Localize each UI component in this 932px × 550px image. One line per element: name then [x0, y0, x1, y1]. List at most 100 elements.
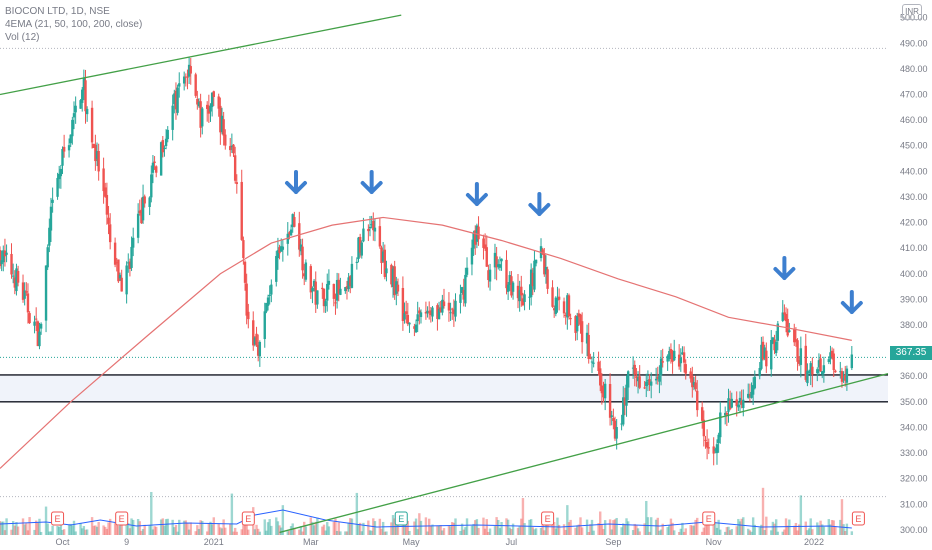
volume-bar: [322, 524, 326, 535]
candle-body: [636, 377, 640, 382]
volume-bar: [406, 520, 410, 535]
candle-body: [209, 105, 212, 112]
candles: [0, 56, 854, 466]
candle-body: [378, 226, 382, 247]
candle-body: [682, 352, 686, 363]
volume-bar: [635, 525, 638, 535]
volume-bar: [337, 522, 340, 535]
symbol-title[interactable]: BIOCON LTD, 1D, NSE: [5, 6, 110, 17]
volume-bar: [557, 524, 561, 535]
volume-bar: [166, 518, 169, 535]
earnings-marker[interactable]: E: [541, 511, 555, 526]
candle-body: [684, 364, 687, 374]
earnings-marker[interactable]: E: [115, 511, 129, 526]
candle-body: [633, 364, 636, 375]
earnings-marker[interactable]: E: [51, 511, 65, 526]
candle-body: [275, 256, 278, 282]
candle-body: [233, 155, 237, 181]
volume-bar: [401, 524, 405, 535]
volume-bar: [304, 526, 308, 535]
x-tick-label: Sep: [605, 537, 621, 547]
candle-body: [79, 100, 82, 109]
candle-body: [659, 358, 663, 376]
volume-bar: [636, 528, 640, 535]
candle-body: [245, 283, 248, 316]
down-arrow-icon: [528, 192, 551, 216]
earnings-marker[interactable]: E: [851, 511, 865, 526]
volume-bar: [487, 531, 490, 535]
volume-bar: [414, 518, 418, 535]
volume-bar: [311, 521, 314, 535]
last-price-label: 367.35: [890, 346, 932, 360]
volume-bar: [240, 529, 243, 535]
candle-body: [418, 310, 421, 314]
volume-bar: [483, 528, 487, 535]
volume-bar: [396, 521, 400, 535]
volume-bar: [243, 520, 247, 535]
volume-indicator-label[interactable]: Vol (12): [5, 32, 40, 43]
candle-body: [240, 181, 243, 240]
candle-body: [72, 113, 76, 118]
currency-badge[interactable]: INR: [902, 4, 922, 20]
earnings-marker[interactable]: E: [241, 511, 255, 526]
volume-bar: [817, 525, 821, 535]
volume-bar: [437, 525, 441, 535]
volume-bar: [850, 531, 854, 535]
candle-body: [613, 420, 617, 439]
candle-body: [771, 337, 775, 344]
candle-body: [725, 412, 729, 415]
candle-body: [74, 105, 77, 113]
volume-bar: [464, 527, 467, 535]
candle-body: [587, 334, 590, 359]
volume-bar: [380, 528, 383, 535]
volume-bar: [694, 519, 697, 535]
candle-body: [566, 295, 569, 318]
volume-bar: [332, 521, 336, 535]
earnings-marker[interactable]: E: [394, 511, 408, 526]
candle-body: [541, 249, 544, 255]
candle-body: [235, 182, 238, 185]
candle-body: [197, 102, 201, 107]
candle-body: [368, 226, 372, 229]
arrow-head: [465, 193, 488, 206]
volume-bar: [760, 524, 763, 535]
candle-body: [622, 397, 625, 425]
candle-body: [304, 262, 308, 280]
candle-body: [472, 233, 475, 249]
candle-body: [615, 427, 618, 439]
candle-body: [130, 246, 133, 268]
candle-body: [401, 287, 405, 321]
volume-bar: [585, 519, 589, 535]
candle-body: [230, 145, 234, 148]
volume-bar: [51, 525, 54, 535]
candle-body: [760, 344, 763, 369]
candle-body: [552, 308, 556, 311]
volume-bar: [233, 527, 237, 535]
candle-body: [396, 284, 400, 292]
candle-body: [819, 358, 822, 372]
candle-body: [255, 333, 258, 346]
volume-bar: [788, 519, 791, 535]
candle-body: [312, 280, 316, 287]
volume-bar: [475, 519, 479, 535]
volume-bar: [95, 526, 99, 535]
candle-body: [543, 253, 546, 275]
volume-bar: [691, 525, 694, 535]
candle-body: [28, 313, 31, 324]
y-tick-label: 380.00: [900, 320, 928, 330]
down-arrow-icon: [773, 256, 796, 280]
ema-indicator-label[interactable]: 4EMA (21, 50, 100, 200, close): [5, 19, 143, 30]
earnings-marker[interactable]: E: [702, 511, 716, 526]
candle-body: [357, 237, 360, 259]
candle-body: [666, 355, 669, 362]
y-tick-label: 400.00: [900, 269, 928, 279]
candle-body: [220, 115, 224, 132]
candle-body: [174, 90, 178, 110]
candle-body: [669, 348, 673, 354]
x-tick-label: Oct: [55, 537, 70, 547]
y-tick-label: 420.00: [900, 218, 928, 228]
candle-body: [533, 260, 536, 290]
volume-bar: [345, 531, 349, 535]
